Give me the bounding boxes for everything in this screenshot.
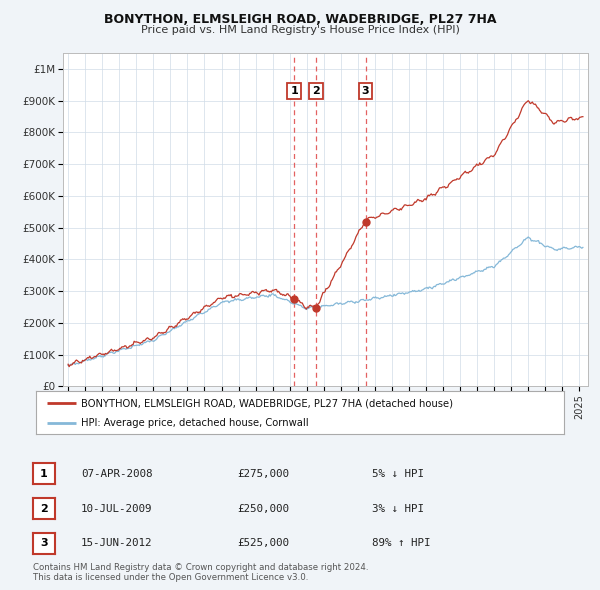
Text: £275,000: £275,000: [237, 469, 289, 478]
Text: BONYTHON, ELMSLEIGH ROAD, WADEBRIDGE, PL27 7HA (detached house): BONYTHON, ELMSLEIGH ROAD, WADEBRIDGE, PL…: [81, 398, 453, 408]
Text: Contains HM Land Registry data © Crown copyright and database right 2024.: Contains HM Land Registry data © Crown c…: [33, 563, 368, 572]
Text: 10-JUL-2009: 10-JUL-2009: [81, 504, 152, 513]
Text: BONYTHON, ELMSLEIGH ROAD, WADEBRIDGE, PL27 7HA: BONYTHON, ELMSLEIGH ROAD, WADEBRIDGE, PL…: [104, 13, 496, 26]
Text: £525,000: £525,000: [237, 539, 289, 548]
Text: 89% ↑ HPI: 89% ↑ HPI: [372, 539, 431, 548]
Text: 3: 3: [362, 86, 370, 96]
Text: This data is licensed under the Open Government Licence v3.0.: This data is licensed under the Open Gov…: [33, 572, 308, 582]
Text: 3% ↓ HPI: 3% ↓ HPI: [372, 504, 424, 513]
Text: 07-APR-2008: 07-APR-2008: [81, 469, 152, 478]
Text: 3: 3: [40, 539, 47, 548]
Text: Price paid vs. HM Land Registry's House Price Index (HPI): Price paid vs. HM Land Registry's House …: [140, 25, 460, 35]
Text: 1: 1: [290, 86, 298, 96]
Text: HPI: Average price, detached house, Cornwall: HPI: Average price, detached house, Corn…: [81, 418, 308, 428]
Text: 1: 1: [40, 469, 47, 478]
Text: 5% ↓ HPI: 5% ↓ HPI: [372, 469, 424, 478]
Text: 15-JUN-2012: 15-JUN-2012: [81, 539, 152, 548]
Text: 2: 2: [312, 86, 319, 96]
Text: 2: 2: [40, 504, 47, 513]
Text: £250,000: £250,000: [237, 504, 289, 513]
